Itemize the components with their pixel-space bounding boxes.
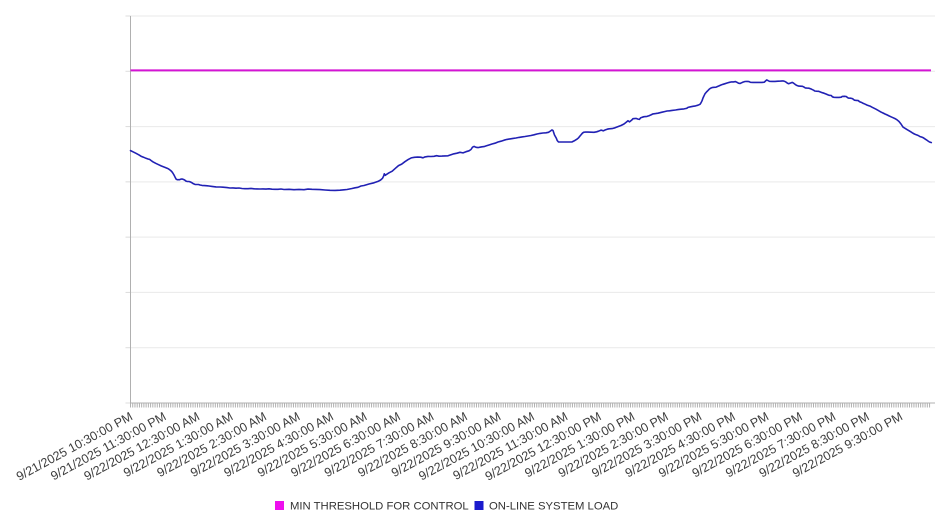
- svg-text:ON-LINE SYSTEM LOAD: ON-LINE SYSTEM LOAD: [489, 501, 618, 513]
- svg-text:MIN THRESHOLD FOR CONTROL: MIN THRESHOLD FOR CONTROL: [290, 501, 469, 513]
